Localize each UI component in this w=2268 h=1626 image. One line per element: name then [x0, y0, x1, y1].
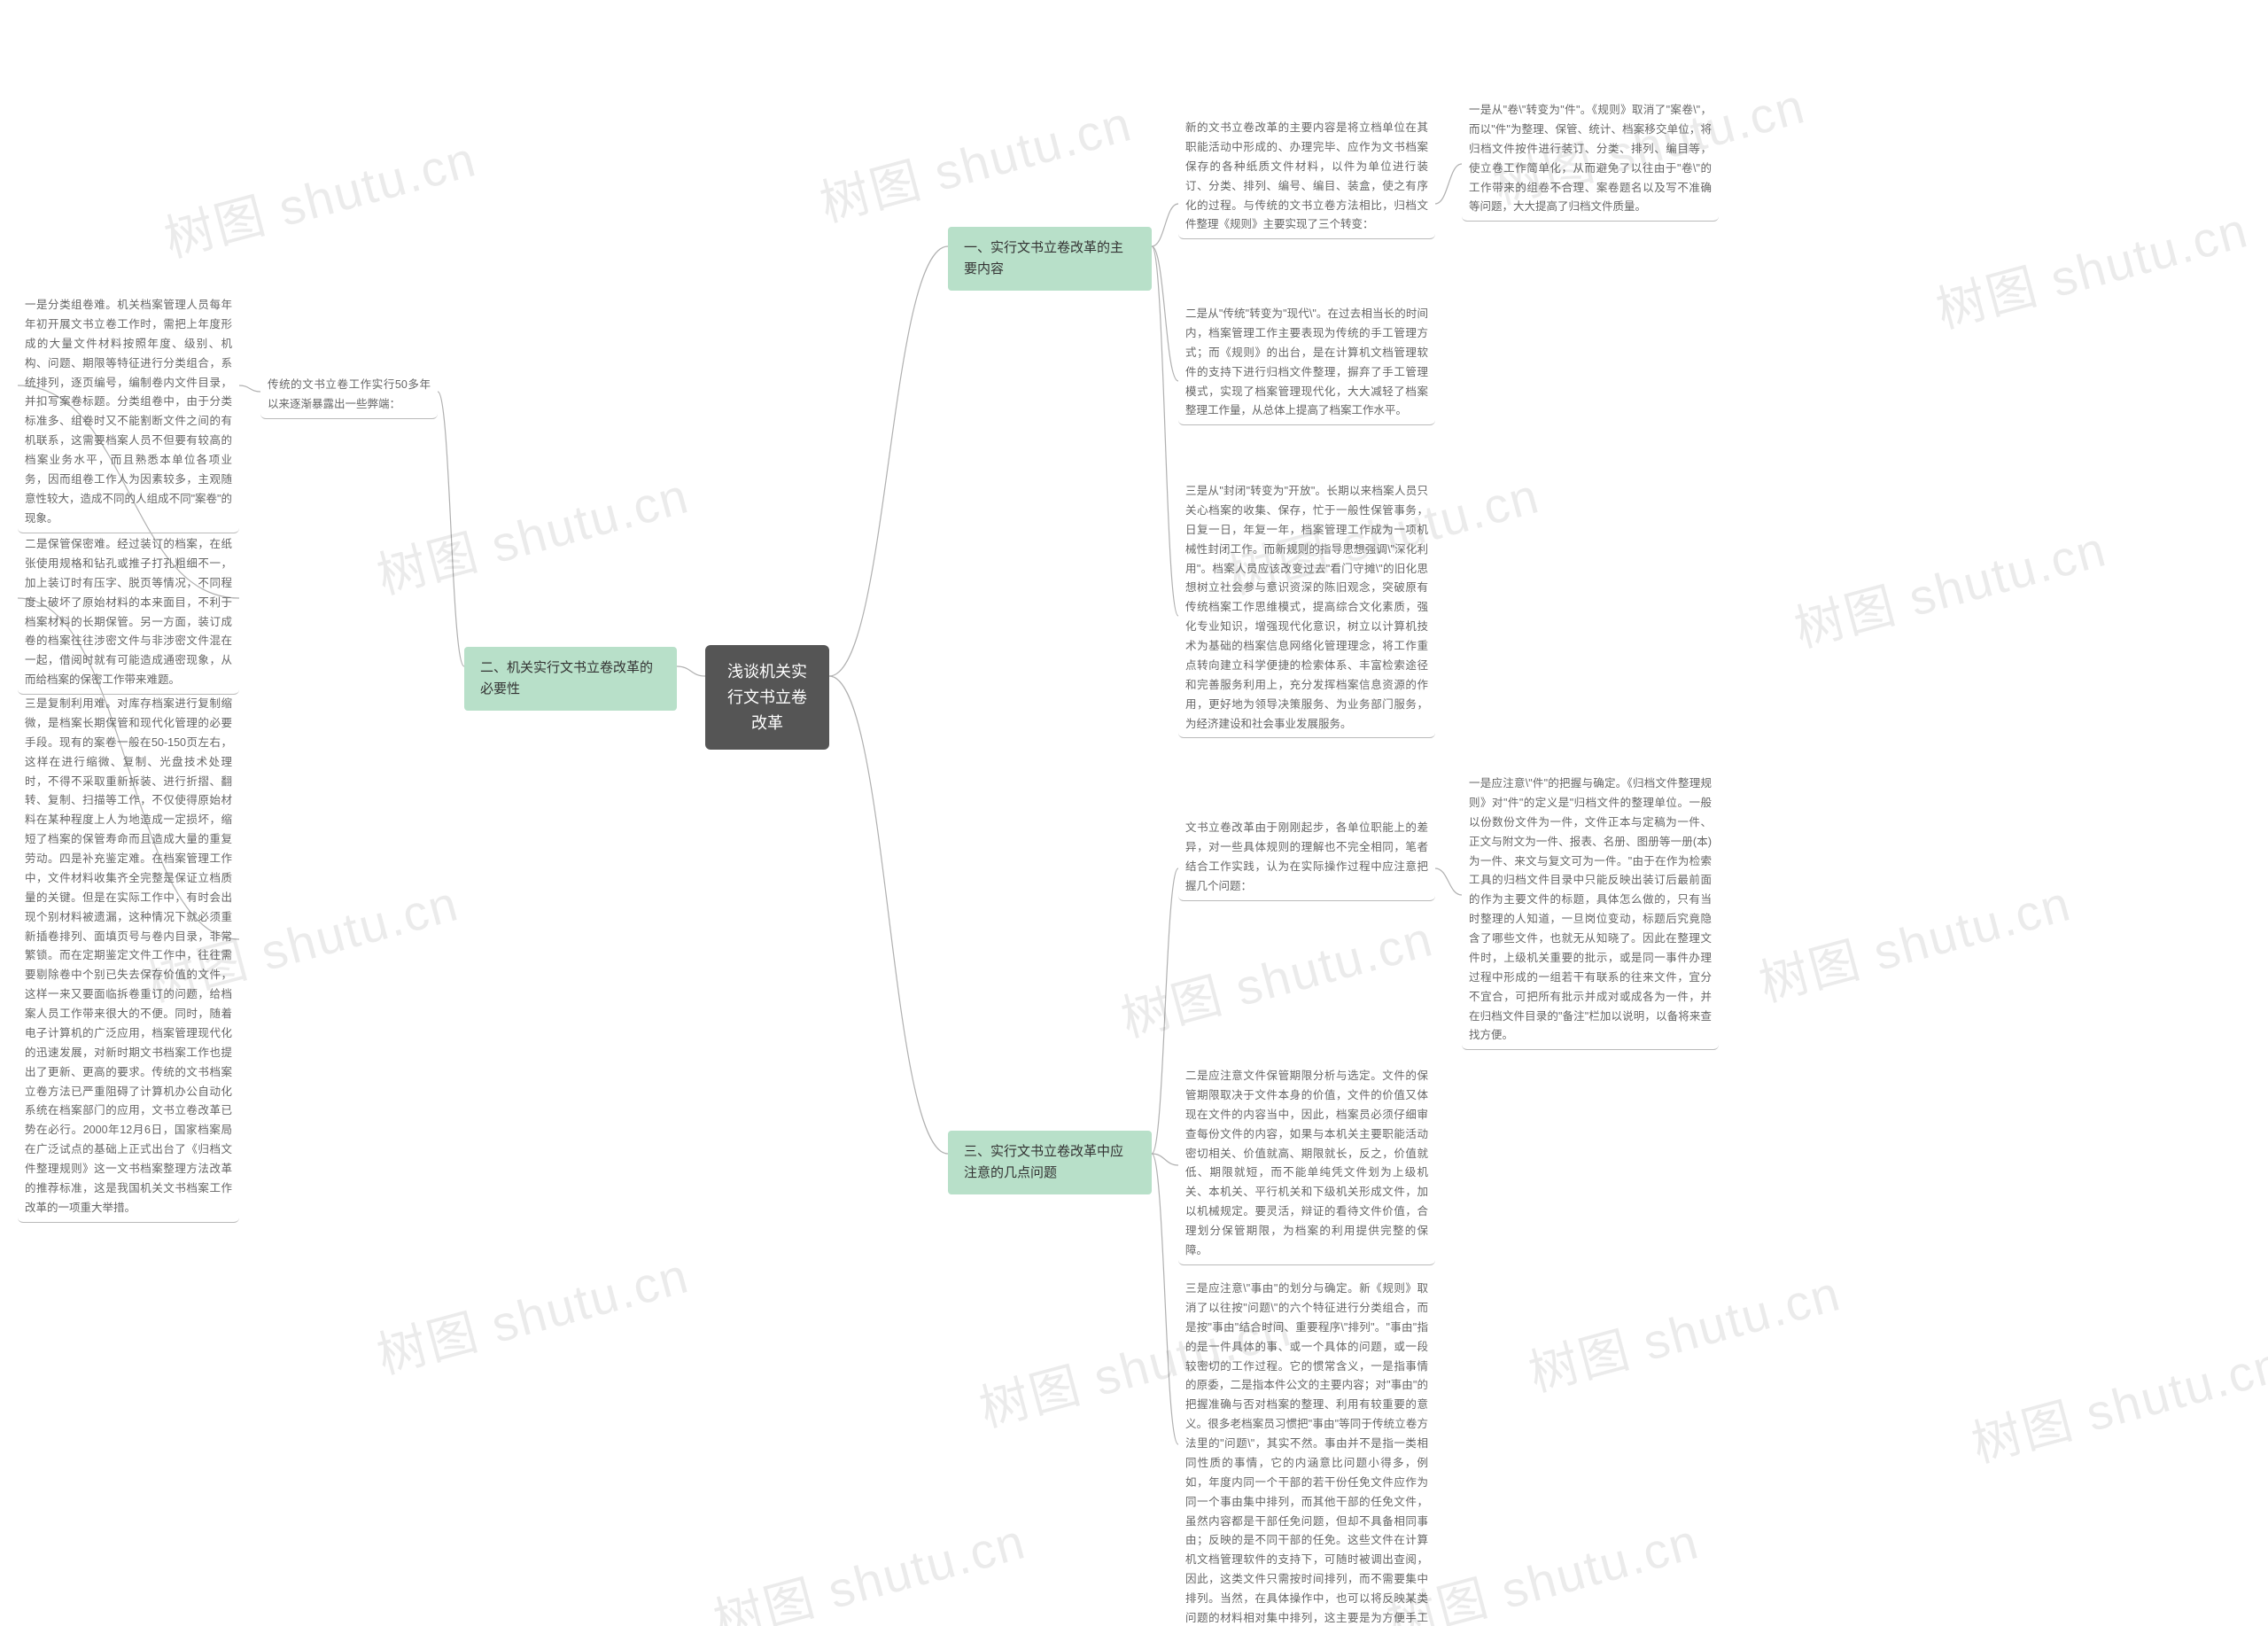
watermark: 树图 shutu.cn: [156, 120, 484, 272]
connector: [1152, 204, 1178, 246]
connector: [1435, 164, 1462, 204]
leaf-node: 一是应注意\"件"的把握与确定。《归档文件整理规则》对"件"的定义是"归档文件的…: [1462, 771, 1719, 1050]
leaf-node: 二是应注意文件保管期限分析与选定。文件的保管期限取决于文件本身的价值，文件的价值…: [1178, 1063, 1435, 1265]
branch-node: 一、实行文书立卷改革的主要内容: [948, 227, 1152, 291]
connector: [1152, 246, 1178, 381]
connector: [1152, 868, 1178, 1154]
leaf-node: 二是从"传统"转变为"现代\"。在过去相当长的时间内，档案管理工作主要表现为传统…: [1178, 301, 1435, 425]
watermark: 树图 shutu.cn: [1928, 191, 2256, 343]
connector: [1152, 1154, 1178, 1165]
watermark: 树图 shutu.cn: [812, 84, 1139, 237]
leaf-node: 二是保管保密难。经过装订的档案，在纸张使用规格和钻孔或推子打孔粗细不一，加上装订…: [18, 532, 239, 695]
leaf-node: 新的文书立卷改革的主要内容是将立档单位在其职能活动中形成的、办理完毕、应作为文书…: [1178, 115, 1435, 239]
root-node: 浅谈机关实行文书立卷改革: [705, 645, 829, 750]
connector: [1435, 868, 1462, 895]
watermark: 树图 shutu.cn: [1963, 1325, 2268, 1477]
leaf-node: 传统的文书立卷工作实行50多年以来逐渐暴露出一些弊端：: [260, 372, 438, 419]
leaf-node: 三是应注意\"事由"的划分与确定。新《规则》取消了以往按"问题\"的六个特征进行…: [1178, 1276, 1435, 1626]
leaf-node: 一是分类组卷难。机关档案管理人员每年年初开展文书立卷工作时，需把上年度形成的大量…: [18, 292, 239, 533]
branch-node: 二、机关实行文书立卷改革的必要性: [464, 647, 677, 711]
branch-node: 三、实行文书立卷改革中应注意的几点问题: [948, 1131, 1152, 1194]
connector: [829, 676, 948, 1154]
leaf-node: 三是从"封闭"转变为"开放"。长期以来档案人员只关心档案的收集、保存，忙于一般性…: [1178, 478, 1435, 738]
connector: [239, 385, 260, 392]
watermark: 树图 shutu.cn: [1751, 864, 2078, 1016]
watermark: 树图 shutu.cn: [369, 1236, 696, 1389]
connector: [438, 392, 464, 666]
connector: [829, 246, 948, 676]
connector: [1152, 1154, 1178, 1444]
watermark: 树图 shutu.cn: [369, 456, 696, 609]
watermark: 树图 shutu.cn: [1520, 1254, 1848, 1406]
leaf-node: 三是复制利用难。对库存档案进行复制缩微，是档案长期保管和现代化管理的必要手段。现…: [18, 691, 239, 1223]
watermark: 树图 shutu.cn: [705, 1502, 1033, 1626]
watermark: 树图 shutu.cn: [1113, 899, 1441, 1052]
leaf-node: 一是从"卷\"转变为"件"。《规则》取消了"案卷\"，而以"件"为整理、保管、统…: [1462, 97, 1719, 222]
connector: [677, 666, 705, 676]
leaf-node: 文书立卷改革由于刚刚起步，各单位职能上的差异，对一些具体规则的理解也不完全相同，…: [1178, 815, 1435, 901]
connector: [1152, 246, 1178, 616]
watermark: 树图 shutu.cn: [1786, 510, 2114, 662]
